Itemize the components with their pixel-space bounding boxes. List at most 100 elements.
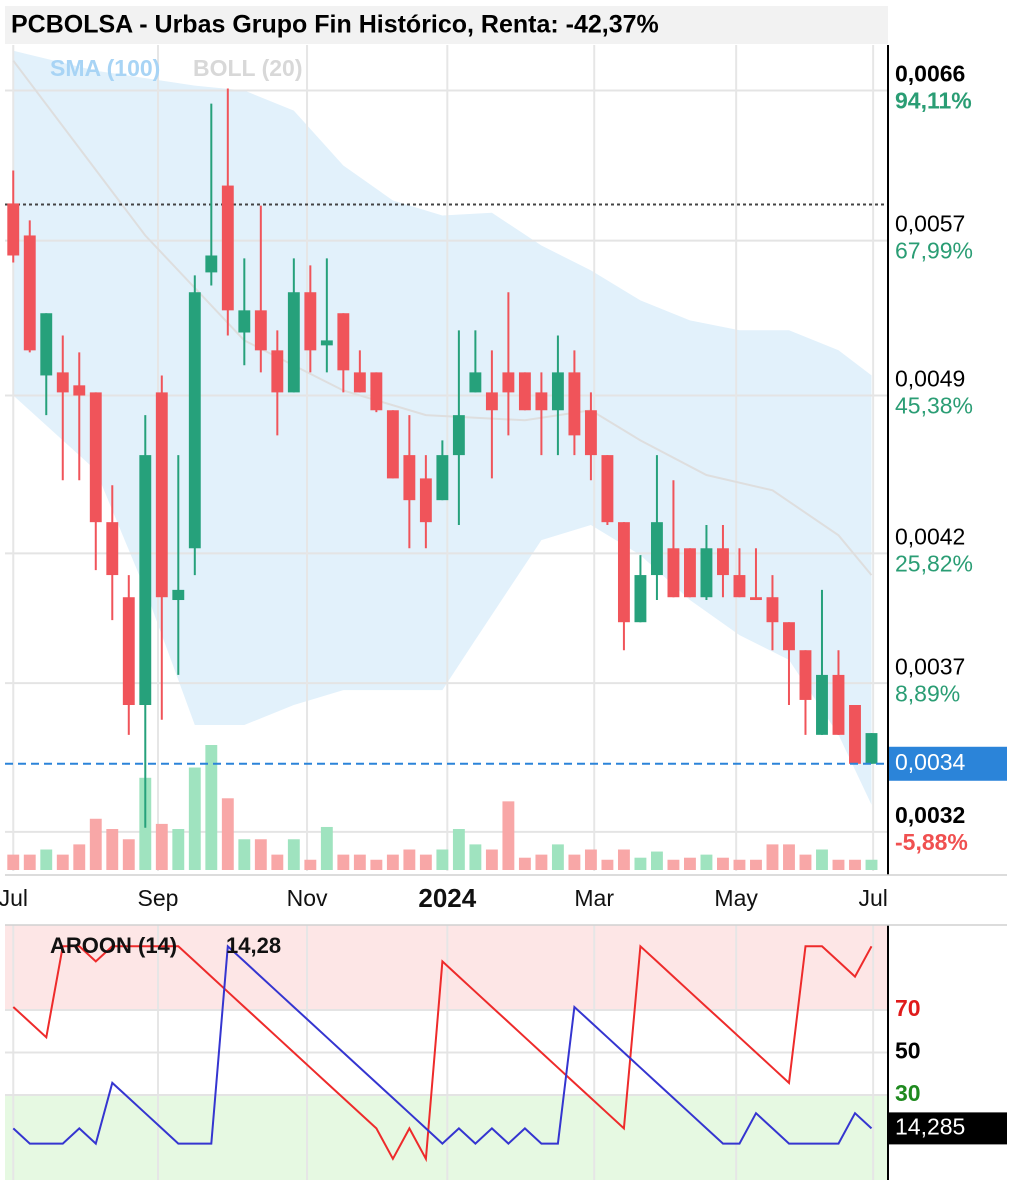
y-tick-change: 25,82% (895, 550, 973, 576)
volume-bar (452, 829, 465, 870)
aroon-line (12, 944, 873, 1146)
candle-body (40, 313, 53, 376)
candle-body (254, 310, 267, 351)
chart-title: PCBOLSA - Urbas Grupo Fin Histórico, Ren… (11, 11, 659, 39)
candle-body (849, 705, 861, 764)
legend-entry: BOLL (20) (193, 55, 302, 81)
candle-body (238, 310, 251, 333)
volume-bar (766, 844, 779, 870)
y-tick-label: 50 (895, 1038, 921, 1064)
volume-bar (56, 854, 69, 870)
y-tick-label: 70 (895, 995, 921, 1021)
candle-body (337, 313, 350, 371)
volume-bar (271, 854, 284, 870)
volume-bar (717, 857, 729, 870)
x-tick-label: Sep (138, 885, 179, 911)
candle-body (766, 597, 779, 623)
candle-body (601, 455, 614, 523)
volume-bar (337, 854, 350, 870)
y-tick-label: 0,0066 (895, 61, 965, 87)
volume-bar (634, 857, 647, 870)
candle-body (139, 455, 152, 706)
volume-bar (667, 859, 680, 870)
volume-bar (238, 839, 251, 870)
volume-bar (172, 829, 185, 870)
volume-bar (650, 851, 663, 870)
candle-body (188, 292, 201, 549)
volume-bar (816, 849, 828, 870)
last-price-label: 0,0034 (895, 749, 966, 775)
y-tick-change: 8,89% (895, 680, 960, 706)
candle-body (386, 410, 399, 479)
volume-bar (551, 844, 564, 870)
candle-body (799, 650, 812, 700)
volume-bar (403, 849, 416, 870)
x-tick-label: Nov (287, 885, 328, 911)
candle-body (452, 415, 465, 456)
volume-bar (750, 859, 762, 870)
y-tick-label: 30 (895, 1080, 921, 1106)
last-value-box (888, 1112, 1007, 1145)
candle-body (370, 372, 383, 411)
candle-body (353, 372, 366, 393)
volume-bar (436, 849, 449, 870)
x-tick-label: May (714, 885, 758, 911)
candle-body (733, 575, 746, 598)
candle-body (634, 575, 647, 623)
volume-bar (320, 826, 333, 870)
volume-bar (188, 767, 201, 870)
candle-body (23, 235, 36, 351)
volume-bar (469, 844, 482, 870)
candle-body (122, 597, 135, 706)
candle-body (584, 410, 597, 456)
candle-body (89, 392, 102, 523)
candle-body (106, 522, 119, 576)
candle-body (667, 548, 680, 598)
candle-body (502, 372, 515, 393)
volume-bar (155, 823, 168, 870)
volume-bar (518, 857, 531, 870)
candle-body (568, 372, 581, 436)
volume-bar (733, 859, 746, 870)
volume-bar (7, 854, 20, 870)
x-tick-label: Jul (0, 885, 28, 911)
x-tick-label: Mar (574, 885, 614, 911)
volume-bar (584, 849, 597, 870)
volume-bar (849, 859, 861, 870)
candle-body (172, 589, 185, 601)
y-tick-label: 0,0049 (895, 366, 965, 392)
candle-body (485, 392, 498, 411)
volume-bar (89, 818, 102, 870)
candle-body (650, 522, 663, 576)
candle-body (73, 385, 86, 396)
y-tick-change: 94,11% (895, 88, 972, 114)
volume-bar (568, 854, 581, 870)
candle-body (271, 350, 284, 393)
candle-body (816, 674, 828, 735)
volume-bar (221, 798, 234, 870)
x-tick-label: Jul (858, 885, 887, 911)
y-tick-change: -5,88% (895, 829, 968, 855)
volume-bar (73, 844, 86, 870)
volume-bar (783, 844, 795, 870)
legend-entry: SMA (100) (50, 55, 160, 81)
candle-body (832, 674, 845, 735)
candle-body (535, 392, 548, 411)
candle-body (419, 478, 432, 523)
volume-bar (419, 854, 432, 870)
y-tick-label: 0,0032 (895, 802, 965, 828)
volume-bar (370, 859, 383, 870)
candle-body (617, 522, 630, 623)
volume-bar (684, 857, 696, 870)
candle-body (469, 372, 482, 393)
volume-bar (386, 854, 399, 870)
y-tick-label: 0,0057 (895, 211, 965, 237)
y-tick-label: 0,0037 (895, 653, 965, 679)
volume-bar (287, 839, 300, 870)
candle-body (221, 185, 234, 311)
candle-body (287, 292, 300, 393)
volume-bar (700, 854, 713, 870)
volume-bar (40, 849, 53, 870)
candle-body (518, 372, 531, 411)
volume-bar (353, 854, 366, 870)
